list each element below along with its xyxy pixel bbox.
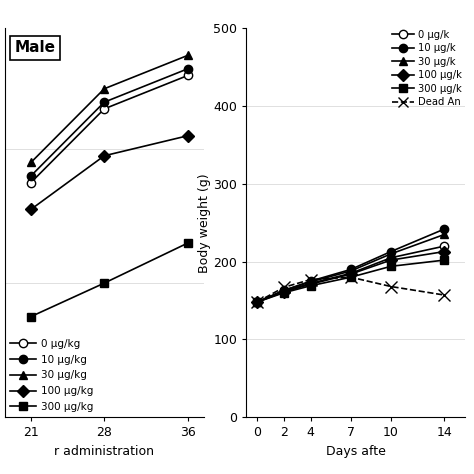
30 μg/kg xyxy=(185,53,191,58)
100 μg/k xyxy=(348,271,354,277)
0 μg/kg xyxy=(101,106,107,112)
0 μg/k xyxy=(388,255,394,261)
Dead An xyxy=(348,274,354,280)
30 μg/k xyxy=(255,299,260,305)
Line: 10 μg/kg: 10 μg/kg xyxy=(27,64,192,180)
Line: 300 μg/k: 300 μg/k xyxy=(253,256,448,306)
Y-axis label: Body weight (g): Body weight (g) xyxy=(198,173,210,273)
100 μg/kg xyxy=(28,207,34,212)
300 μg/kg xyxy=(185,240,191,246)
100 μg/k xyxy=(255,299,260,305)
Line: 100 μg/k: 100 μg/k xyxy=(253,247,448,306)
Line: 30 μg/kg: 30 μg/kg xyxy=(27,51,192,167)
10 μg/kg xyxy=(101,100,107,105)
Line: 100 μg/kg: 100 μg/kg xyxy=(27,131,192,214)
30 μg/kg xyxy=(101,86,107,91)
30 μg/k xyxy=(308,279,313,285)
Dead An xyxy=(255,299,260,305)
100 μg/k xyxy=(308,282,313,287)
300 μg/kg xyxy=(28,314,34,319)
0 μg/k xyxy=(255,299,260,305)
300 μg/kg xyxy=(101,280,107,286)
Dead An xyxy=(308,277,313,283)
100 μg/kg xyxy=(101,153,107,159)
Line: Dead An: Dead An xyxy=(252,272,450,308)
0 μg/k xyxy=(308,281,313,286)
10 μg/k xyxy=(348,266,354,272)
30 μg/k xyxy=(388,251,394,257)
10 μg/k xyxy=(255,299,260,305)
Line: 10 μg/k: 10 μg/k xyxy=(253,225,448,306)
300 μg/k xyxy=(255,299,260,305)
100 μg/kg xyxy=(185,133,191,138)
Line: 0 μg/k: 0 μg/k xyxy=(253,242,448,306)
10 μg/k xyxy=(308,278,313,284)
Text: Male: Male xyxy=(15,40,55,55)
Line: 30 μg/k: 30 μg/k xyxy=(253,230,448,306)
0 μg/kg xyxy=(28,180,34,185)
300 μg/k xyxy=(348,274,354,280)
30 μg/k xyxy=(281,288,287,293)
0 μg/k xyxy=(442,243,447,249)
Legend: 0 μg/k, 10 μg/k, 30 μg/k, 100 μg/k, 300 μg/k, Dead An: 0 μg/k, 10 μg/k, 30 μg/k, 100 μg/k, 300 … xyxy=(392,29,462,107)
300 μg/k xyxy=(442,257,447,263)
10 μg/k xyxy=(388,249,394,255)
0 μg/k xyxy=(281,288,287,294)
30 μg/k xyxy=(348,268,354,274)
100 μg/k xyxy=(281,289,287,295)
Dead An xyxy=(442,292,447,298)
Legend: 0 μg/kg, 10 μg/kg, 30 μg/kg, 100 μg/kg, 300 μg/kg: 0 μg/kg, 10 μg/kg, 30 μg/kg, 100 μg/kg, … xyxy=(10,339,93,412)
Line: 0 μg/kg: 0 μg/kg xyxy=(27,71,192,187)
Line: 300 μg/kg: 300 μg/kg xyxy=(27,239,192,321)
30 μg/kg xyxy=(28,160,34,165)
10 μg/k xyxy=(442,226,447,232)
10 μg/k xyxy=(281,288,287,293)
10 μg/kg xyxy=(28,173,34,179)
X-axis label: Days afte: Days afte xyxy=(326,445,385,458)
100 μg/k xyxy=(442,249,447,255)
0 μg/k xyxy=(348,271,354,276)
10 μg/kg xyxy=(185,66,191,72)
Dead An xyxy=(281,284,287,290)
300 μg/k xyxy=(281,290,287,296)
0 μg/kg xyxy=(185,73,191,78)
100 μg/k xyxy=(388,257,394,263)
300 μg/k xyxy=(388,264,394,269)
300 μg/k xyxy=(308,283,313,289)
30 μg/k xyxy=(442,232,447,237)
X-axis label: r administration: r administration xyxy=(55,445,154,458)
Dead An xyxy=(388,283,394,289)
